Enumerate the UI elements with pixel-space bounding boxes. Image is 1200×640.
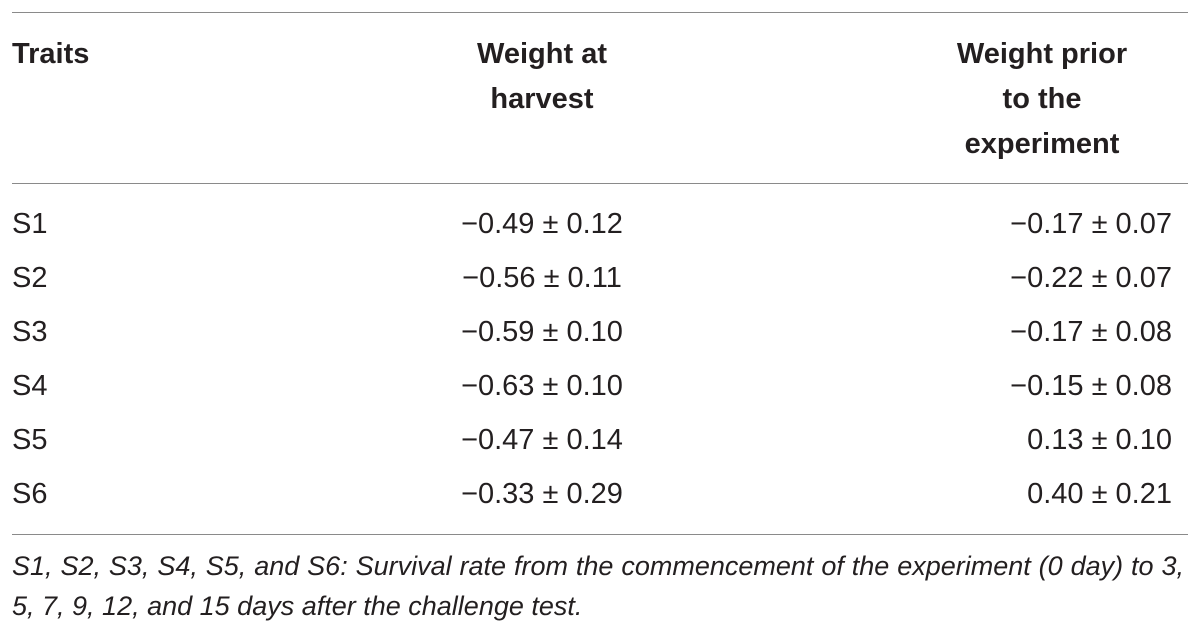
cell-trait: S1 [12, 208, 48, 240]
cell-harvest: −0.33 ± 0.29 [461, 478, 623, 510]
table-row: S1 −0.49 ± 0.12 −0.17 ± 0.07 [12, 197, 1188, 251]
cell-trait: S5 [12, 424, 48, 456]
table-row: S3 −0.59 ± 0.10 −0.17 ± 0.08 [12, 305, 1188, 359]
cell-trait: S4 [12, 370, 48, 402]
cell-prior: −0.17 ± 0.07 [1010, 208, 1172, 240]
table-bottom-rule [12, 534, 1188, 535]
header-prior-line-1: Weight prior [956, 38, 1128, 70]
table-header-rule [12, 183, 1188, 184]
header-traits-label: Traits [12, 38, 90, 70]
table-row: S5 −0.47 ± 0.14 0.13 ± 0.10 [12, 413, 1188, 467]
cell-prior: 0.13 ± 0.10 [1027, 424, 1172, 456]
header-weight-prior: Weight prior to the experiment [912, 32, 1172, 167]
cell-harvest: −0.63 ± 0.10 [461, 370, 623, 402]
header-prior-line-3: experiment [964, 128, 1120, 160]
header-prior-line-2: to the [1002, 83, 1082, 115]
header-traits: Traits [12, 32, 89, 77]
table-footnote: S1, S2, S3, S4, S5, and S6: Survival rat… [12, 551, 1184, 621]
table-top-rule [12, 12, 1188, 13]
cell-prior: −0.17 ± 0.08 [1010, 316, 1172, 348]
header-harvest-line-2: harvest [490, 83, 594, 115]
cell-trait: S6 [12, 478, 48, 510]
cell-harvest: −0.47 ± 0.14 [461, 424, 623, 456]
cell-harvest: −0.59 ± 0.10 [461, 316, 623, 348]
cell-prior: −0.15 ± 0.08 [1010, 370, 1172, 402]
header-harvest-line-1: Weight at [477, 38, 607, 70]
table-row: S2 −0.56 ± 0.11 −0.22 ± 0.07 [12, 251, 1188, 305]
cell-harvest: −0.49 ± 0.12 [461, 208, 623, 240]
cell-prior: −0.22 ± 0.07 [1010, 262, 1172, 294]
cell-prior: 0.40 ± 0.21 [1027, 478, 1172, 510]
table-row: S6 −0.33 ± 0.29 0.40 ± 0.21 [12, 467, 1188, 521]
cell-trait: S3 [12, 316, 48, 348]
table-row: S4 −0.63 ± 0.10 −0.15 ± 0.08 [12, 359, 1188, 413]
cell-harvest: −0.56 ± 0.11 [462, 262, 622, 294]
cell-trait: S2 [12, 262, 48, 294]
header-weight-at-harvest: Weight at harvest [342, 32, 742, 122]
